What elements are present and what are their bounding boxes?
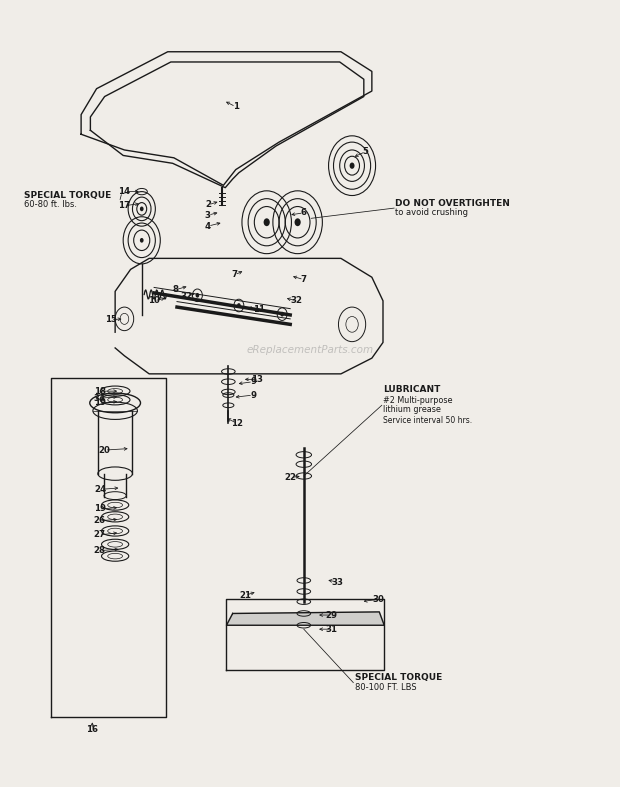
Text: lithium grease: lithium grease <box>383 405 441 415</box>
Text: 18: 18 <box>94 386 105 396</box>
Text: 1: 1 <box>232 102 239 111</box>
Text: 22: 22 <box>284 473 296 482</box>
Text: 10: 10 <box>148 296 160 305</box>
Text: 60-80 ft. lbs.: 60-80 ft. lbs. <box>24 201 78 209</box>
Text: 19: 19 <box>94 504 105 513</box>
Circle shape <box>237 303 241 308</box>
Text: 19: 19 <box>94 398 105 408</box>
Polygon shape <box>226 612 384 625</box>
Text: 30: 30 <box>372 595 384 604</box>
Text: 7: 7 <box>301 275 307 284</box>
Text: 9: 9 <box>250 390 256 400</box>
Text: 27: 27 <box>94 530 106 539</box>
Text: 80-100 FT. LBS: 80-100 FT. LBS <box>355 683 416 692</box>
Circle shape <box>280 312 284 316</box>
Text: 33: 33 <box>332 578 344 586</box>
Text: 4: 4 <box>205 222 211 231</box>
Text: Service interval 50 hrs.: Service interval 50 hrs. <box>383 416 472 426</box>
Text: 7: 7 <box>231 271 237 279</box>
Text: 32: 32 <box>180 292 192 301</box>
Text: 31: 31 <box>326 625 338 634</box>
Text: 13: 13 <box>252 375 264 384</box>
Circle shape <box>140 206 144 211</box>
Text: 5: 5 <box>363 147 369 156</box>
Text: SPECIAL TORQUE: SPECIAL TORQUE <box>355 674 442 682</box>
Circle shape <box>195 293 199 297</box>
Circle shape <box>264 218 270 226</box>
Text: 6: 6 <box>301 209 307 217</box>
Text: 21: 21 <box>239 591 251 600</box>
Text: 26: 26 <box>94 516 105 525</box>
Text: 8: 8 <box>172 286 178 294</box>
Text: #2 Multi-purpose: #2 Multi-purpose <box>383 396 453 405</box>
Text: 17: 17 <box>118 201 130 210</box>
Circle shape <box>294 218 301 226</box>
Text: 2: 2 <box>205 201 211 209</box>
Text: 28: 28 <box>94 546 105 555</box>
Text: 34: 34 <box>94 394 106 403</box>
Text: 12: 12 <box>231 419 243 428</box>
Circle shape <box>140 238 144 242</box>
Text: 15: 15 <box>105 315 117 324</box>
Text: 24: 24 <box>95 485 107 494</box>
Text: LUBRICANT: LUBRICANT <box>383 385 440 394</box>
Text: eReplacementParts.com: eReplacementParts.com <box>246 345 374 355</box>
Text: 32: 32 <box>290 296 303 305</box>
Text: to avoid crushing: to avoid crushing <box>396 209 468 217</box>
Text: 9: 9 <box>250 377 256 386</box>
Text: 3: 3 <box>205 211 211 220</box>
Circle shape <box>350 163 355 169</box>
Text: DO NOT OVERTIGHTEN: DO NOT OVERTIGHTEN <box>396 199 510 208</box>
Text: 29: 29 <box>326 611 338 619</box>
Text: 14: 14 <box>118 187 130 196</box>
Text: SPECIAL TORQUE: SPECIAL TORQUE <box>24 191 112 200</box>
Text: 20: 20 <box>99 445 110 455</box>
Text: 16: 16 <box>86 726 98 734</box>
Text: 11: 11 <box>254 305 265 314</box>
